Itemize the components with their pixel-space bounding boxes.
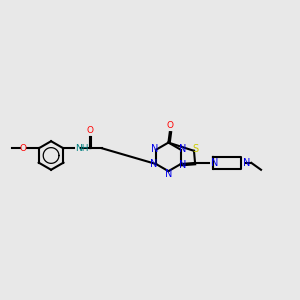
Text: N: N [150, 159, 158, 169]
Text: N: N [243, 158, 250, 168]
Text: NH: NH [75, 144, 88, 153]
Text: N: N [211, 158, 218, 168]
Text: O: O [167, 121, 174, 130]
Text: S: S [192, 144, 198, 154]
Text: O: O [20, 144, 27, 153]
Text: O: O [86, 126, 93, 135]
Text: N: N [179, 144, 186, 154]
Text: N: N [179, 160, 187, 170]
Text: N: N [165, 169, 172, 179]
Text: N: N [151, 144, 158, 154]
